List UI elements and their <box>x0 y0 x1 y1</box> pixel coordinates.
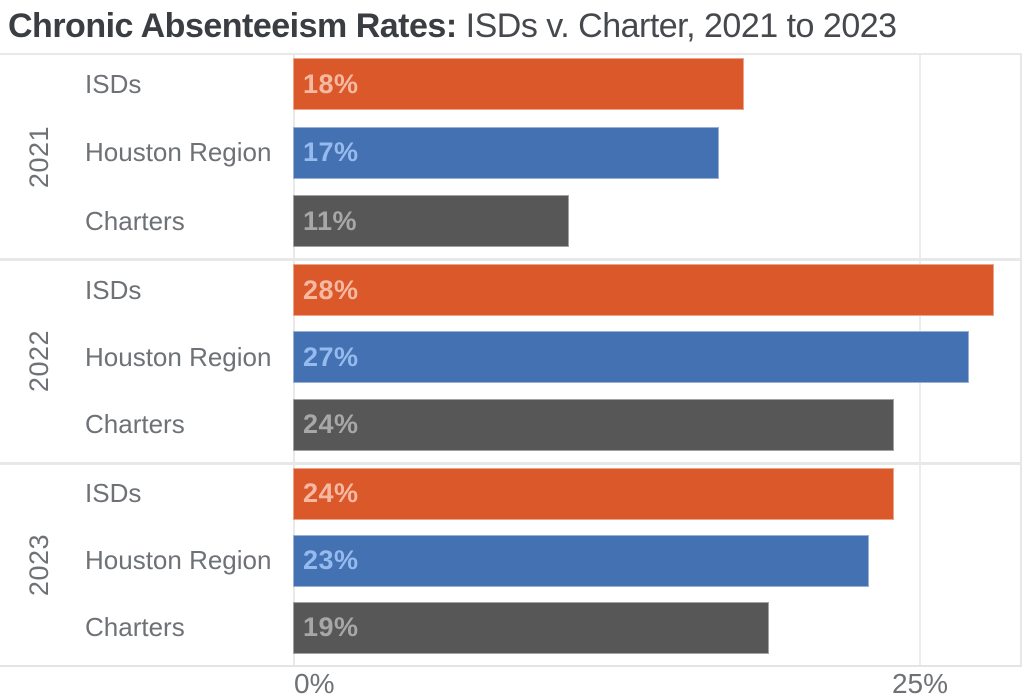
row-label: Charters <box>85 409 185 440</box>
row-label: Houston Region <box>85 341 272 372</box>
x-axis-tick-0: 0% <box>294 668 335 696</box>
group-rows: ISDs 18% Houston Region 17% Charters 11% <box>0 55 1020 258</box>
bar[interactable]: 19% <box>293 601 769 654</box>
row-label: Houston Region <box>85 545 272 576</box>
bar[interactable]: 18% <box>293 58 744 110</box>
x-axis-tick-25: 25% <box>891 668 949 696</box>
row-label: Charters <box>85 612 185 643</box>
bar-value-label: 18% <box>303 68 359 99</box>
bar-row: ISDs 18% <box>0 58 1020 110</box>
bar[interactable]: 23% <box>293 534 869 587</box>
bar-value-label: 23% <box>303 545 359 576</box>
bar-track: 24% <box>293 398 1020 451</box>
row-label: Charters <box>85 205 185 236</box>
bar-value-label: 19% <box>303 612 359 643</box>
bar-track: 24% <box>293 467 1020 520</box>
chart-title: Chronic Absenteeism Rates: ISDs v. Charte… <box>8 2 1024 50</box>
group-rows: ISDs 28% Houston Region 27% Charters 24% <box>0 261 1020 461</box>
bar-row: ISDs 28% <box>0 264 1020 317</box>
bar-value-label: 17% <box>303 137 359 168</box>
bar-value-label: 24% <box>303 409 359 440</box>
bar-track: 28% <box>293 264 1020 317</box>
bar-track: 18% <box>293 58 1020 110</box>
bar-value-label: 28% <box>303 274 359 305</box>
bar-value-label: 11% <box>303 205 358 236</box>
bar-value-label: 24% <box>303 478 359 509</box>
bar-row: Houston Region 23% <box>0 534 1020 587</box>
bar-row: Charters 19% <box>0 601 1020 654</box>
row-label: ISDs <box>85 478 142 509</box>
year-group: 2022 ISDs 28% Houston Region 27% Charter… <box>0 258 1020 461</box>
bar-track: 17% <box>293 126 1020 179</box>
group-rows: ISDs 24% Houston Region 23% Charters 19% <box>0 465 1020 665</box>
bar-row: Houston Region 27% <box>0 331 1020 384</box>
chart-title-subtitle: ISDs v. Charter, 2021 to 2023 <box>465 7 897 45</box>
bar-track: 19% <box>293 601 1020 654</box>
row-label: ISDs <box>85 68 142 99</box>
bar[interactable]: 17% <box>293 126 719 179</box>
bar-row: Charters 24% <box>0 398 1020 451</box>
bar-row: Houston Region 17% <box>0 126 1020 179</box>
bar[interactable]: 24% <box>293 398 894 451</box>
bar[interactable]: 28% <box>293 264 994 317</box>
row-label: ISDs <box>85 274 142 305</box>
chart-title-bold: Chronic Absenteeism Rates: <box>8 7 457 45</box>
bar-value-label: 27% <box>303 341 359 372</box>
bar-row: ISDs 24% <box>0 467 1020 520</box>
year-group: 2021 ISDs 18% Houston Region 17% Charter… <box>0 55 1020 258</box>
bar-track: 11% <box>293 195 1020 248</box>
bar-track: 27% <box>293 331 1020 384</box>
bar[interactable]: 27% <box>293 331 969 384</box>
x-axis: 0% 25% <box>0 667 1024 696</box>
year-group: 2023 ISDs 24% Houston Region 23% Charter… <box>0 461 1020 665</box>
chart-area: 2021 ISDs 18% Houston Region 17% Charter… <box>0 53 1022 667</box>
row-label: Houston Region <box>85 137 272 168</box>
bar[interactable]: 11% <box>293 195 569 248</box>
bar[interactable]: 24% <box>293 467 894 520</box>
bar-row: Charters 11% <box>0 195 1020 248</box>
bar-track: 23% <box>293 534 1020 587</box>
bar-groups: 2021 ISDs 18% Houston Region 17% Charter… <box>0 55 1020 665</box>
